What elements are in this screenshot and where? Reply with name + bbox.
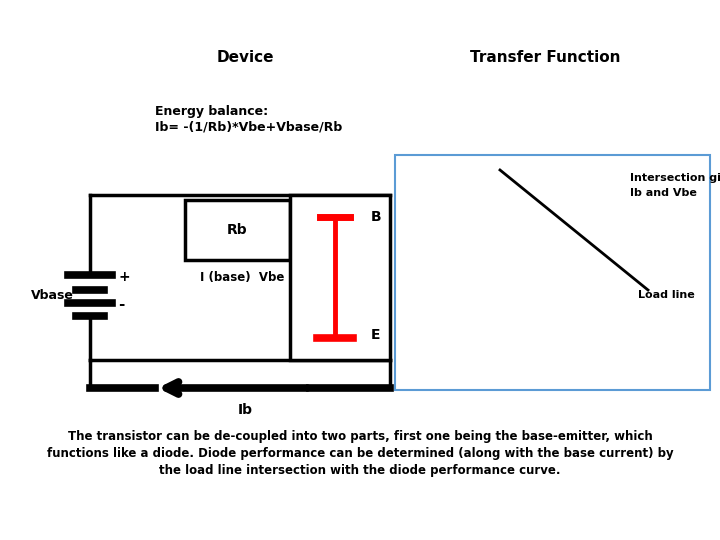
Text: the load line intersection with the diode performance curve.: the load line intersection with the diod… [159,464,561,477]
Text: Load line: Load line [638,290,695,300]
Text: -: - [118,298,125,313]
Text: Ib= -(1/Rb)*Vbe+Vbase/Rb: Ib= -(1/Rb)*Vbe+Vbase/Rb [155,120,342,133]
Text: Energy balance:: Energy balance: [155,105,268,118]
Text: functions like a diode. Diode performance can be determined (along with the base: functions like a diode. Diode performanc… [47,447,673,460]
Text: E: E [372,328,381,342]
Bar [185,200,290,260]
Text: B: B [371,210,382,224]
Text: I (base)  Vbe: I (base) Vbe [200,272,284,285]
Text: Transfer Function: Transfer Function [469,51,620,65]
Text: Intersection gives: Intersection gives [630,173,720,183]
Text: Ib and Vbe: Ib and Vbe [630,188,697,198]
Text: Rb: Rb [228,223,248,237]
Bar [290,195,390,360]
Text: Device: Device [216,51,274,65]
Text: Ib: Ib [238,403,253,417]
Text: Vbase: Vbase [30,289,73,302]
Bar [395,155,710,390]
Text: The transistor can be de-coupled into two parts, first one being the base-emitte: The transistor can be de-coupled into tw… [68,430,652,443]
Text: +: + [118,270,130,284]
